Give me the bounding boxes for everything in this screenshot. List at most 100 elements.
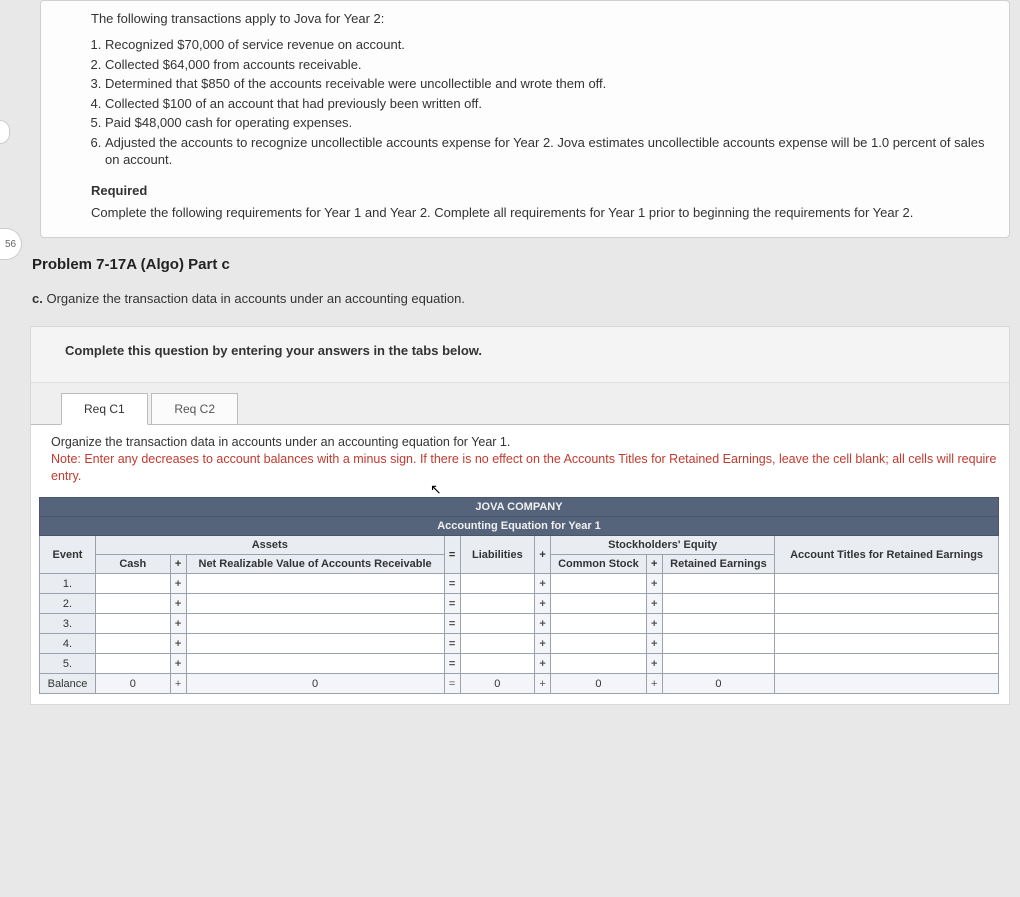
- tabs-row: Req C1 Req C2: [31, 383, 1009, 425]
- tab-req-c2[interactable]: Req C2: [151, 393, 238, 425]
- part-description: c. Organize the transaction data in acco…: [32, 291, 1020, 306]
- table-row: 5. + = + +: [40, 654, 999, 674]
- cell-nrv[interactable]: [186, 654, 444, 674]
- cell-op: +: [646, 674, 662, 694]
- cell-op: +: [646, 574, 662, 594]
- row-label: 3.: [40, 614, 96, 634]
- cell-op: +: [646, 634, 662, 654]
- cell-op: +: [170, 634, 186, 654]
- cell-nrv[interactable]: [186, 574, 444, 594]
- col-equity: Stockholders' Equity: [551, 536, 775, 555]
- balance-row: Balance 0 + 0 = 0 + 0 + 0: [40, 674, 999, 694]
- col-liabilities: Liabilities: [460, 536, 535, 574]
- cell-op: +: [170, 594, 186, 614]
- cell-liab[interactable]: [460, 594, 535, 614]
- cell-op: =: [444, 674, 460, 694]
- cell-op: +: [646, 594, 662, 614]
- table-wrap: ↖ JOVA COMPANY Accounting Equation for Y…: [31, 493, 1009, 704]
- col-plus: +: [535, 536, 551, 574]
- cell-op: +: [646, 614, 662, 634]
- required-heading: Required: [91, 183, 989, 198]
- section-heading: Problem 7-17A (Algo) Part c: [32, 256, 1020, 273]
- row-label: 4.: [40, 634, 96, 654]
- problem-card: The following transactions apply to Jova…: [40, 0, 1010, 238]
- transaction-list: Recognized $70,000 of service revenue on…: [105, 36, 989, 169]
- cell-op: +: [170, 614, 186, 634]
- transaction-item: Collected $64,000 from accounts receivab…: [105, 56, 989, 74]
- balance-retained: 0: [662, 674, 774, 694]
- cell-cash[interactable]: [96, 574, 171, 594]
- accounting-table: JOVA COMPANY Accounting Equation for Yea…: [39, 497, 999, 694]
- table-row: 3. + = + +: [40, 614, 999, 634]
- organize-text: Organize the transaction data in account…: [51, 435, 999, 449]
- table-title-1: JOVA COMPANY: [40, 498, 999, 517]
- col-plus-3: +: [646, 555, 662, 574]
- transaction-item: Determined that $850 of the accounts rec…: [105, 75, 989, 93]
- cell-cash[interactable]: [96, 594, 171, 614]
- cell-nrv[interactable]: [186, 614, 444, 634]
- cell-titles[interactable]: [775, 574, 999, 594]
- cell-nrv[interactable]: [186, 634, 444, 654]
- transaction-item: Recognized $70,000 of service revenue on…: [105, 36, 989, 54]
- transaction-item: Paid $48,000 cash for operating expenses…: [105, 114, 989, 132]
- balance-nrv: 0: [186, 674, 444, 694]
- cell-titles[interactable]: [775, 614, 999, 634]
- cell-op: +: [170, 654, 186, 674]
- cell-common[interactable]: [551, 614, 647, 634]
- cell-cash[interactable]: [96, 614, 171, 634]
- side-badge[interactable]: 56: [0, 228, 22, 260]
- tab-content: Organize the transaction data in account…: [31, 424, 1009, 493]
- balance-label: Balance: [40, 674, 96, 694]
- col-common: Common Stock: [551, 555, 647, 574]
- cell-retained[interactable]: [662, 574, 774, 594]
- cell-op: +: [535, 634, 551, 654]
- balance-cash: 0: [96, 674, 171, 694]
- cell-titles[interactable]: [775, 594, 999, 614]
- table-row: 1. + = + +: [40, 574, 999, 594]
- cell-op: +: [170, 574, 186, 594]
- cell-cash[interactable]: [96, 654, 171, 674]
- cell-liab[interactable]: [460, 574, 535, 594]
- cell-op: +: [535, 594, 551, 614]
- cell-op: +: [170, 674, 186, 694]
- cell-common[interactable]: [551, 654, 647, 674]
- cell-op: +: [535, 614, 551, 634]
- problem-intro: The following transactions apply to Jova…: [91, 11, 989, 26]
- cell-cash[interactable]: [96, 634, 171, 654]
- cell-titles[interactable]: [775, 634, 999, 654]
- transaction-item: Adjusted the accounts to recognize uncol…: [105, 134, 989, 169]
- col-eq: =: [444, 536, 460, 574]
- cell-retained[interactable]: [662, 594, 774, 614]
- cell-titles[interactable]: [775, 654, 999, 674]
- cell-op: +: [535, 574, 551, 594]
- balance-common: 0: [551, 674, 647, 694]
- col-cash: Cash: [96, 555, 171, 574]
- cell-op: =: [444, 594, 460, 614]
- row-label: 5.: [40, 654, 96, 674]
- cell-liab[interactable]: [460, 634, 535, 654]
- part-prefix: c.: [32, 291, 46, 306]
- cell-op: +: [646, 654, 662, 674]
- cell-retained[interactable]: [662, 634, 774, 654]
- cell-nrv[interactable]: [186, 594, 444, 614]
- cell-common[interactable]: [551, 594, 647, 614]
- cell-op: +: [535, 674, 551, 694]
- cell-retained[interactable]: [662, 614, 774, 634]
- cell-liab[interactable]: [460, 654, 535, 674]
- col-retained: Retained Earnings: [662, 555, 774, 574]
- cell-op: =: [444, 634, 460, 654]
- cell-common[interactable]: [551, 634, 647, 654]
- part-text: Organize the transaction data in account…: [46, 291, 464, 306]
- row-label: 2.: [40, 594, 96, 614]
- tab-req-c1[interactable]: Req C1: [61, 393, 148, 425]
- cell-liab[interactable]: [460, 614, 535, 634]
- col-nrv: Net Realizable Value of Accounts Receiva…: [186, 555, 444, 574]
- balance-titles: [775, 674, 999, 694]
- cell-op: =: [444, 574, 460, 594]
- table-row: 2. + = + +: [40, 594, 999, 614]
- cell-common[interactable]: [551, 574, 647, 594]
- note-text: Note: Enter any decreases to account bal…: [51, 451, 999, 485]
- cell-retained[interactable]: [662, 654, 774, 674]
- side-marker-top: [0, 120, 10, 144]
- table-title-2: Accounting Equation for Year 1: [40, 517, 999, 536]
